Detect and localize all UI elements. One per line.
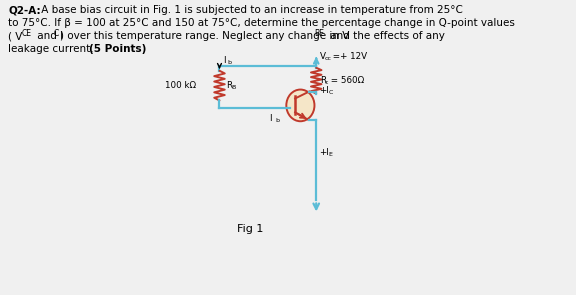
Text: (5 Points): (5 Points)	[89, 44, 147, 54]
Text: C: C	[328, 90, 333, 95]
Text: ( V: ( V	[9, 31, 23, 41]
Text: and the effects of any: and the effects of any	[327, 31, 445, 41]
Text: CE: CE	[22, 29, 32, 38]
Text: cc: cc	[325, 56, 332, 61]
Text: =+ 12V: =+ 12V	[330, 52, 367, 61]
Text: Fig 1: Fig 1	[237, 224, 263, 234]
Text: ) over this temperature range. Neglect any change in V: ) over this temperature range. Neglect a…	[60, 31, 350, 41]
Text: to 75°C. If β = 100 at 25°C and 150 at 75°C, determine the percentage change in : to 75°C. If β = 100 at 25°C and 150 at 7…	[9, 18, 516, 28]
Text: leakage current.: leakage current.	[9, 44, 94, 54]
Text: V: V	[320, 52, 326, 61]
Text: BE: BE	[314, 29, 324, 38]
Text: +I: +I	[319, 148, 329, 157]
Text: = 560Ω: = 560Ω	[328, 76, 364, 85]
Text: b: b	[228, 60, 232, 65]
Text: B: B	[232, 85, 236, 90]
Text: C: C	[53, 29, 59, 38]
Text: I: I	[223, 56, 225, 65]
Text: I: I	[270, 114, 272, 123]
Text: R: R	[226, 81, 233, 90]
Text: c: c	[325, 80, 328, 85]
Text: and I: and I	[34, 31, 63, 41]
Circle shape	[286, 90, 314, 121]
Text: +I: +I	[319, 86, 329, 95]
Text: A base bias circuit in Fig. 1 is subjected to an increase in temperature from 25: A base bias circuit in Fig. 1 is subject…	[39, 5, 463, 15]
Text: Q2-A:: Q2-A:	[9, 5, 41, 15]
Text: 100 kΩ: 100 kΩ	[165, 81, 196, 90]
Text: R: R	[320, 76, 326, 85]
Text: E: E	[328, 152, 332, 157]
Text: b: b	[275, 118, 279, 123]
